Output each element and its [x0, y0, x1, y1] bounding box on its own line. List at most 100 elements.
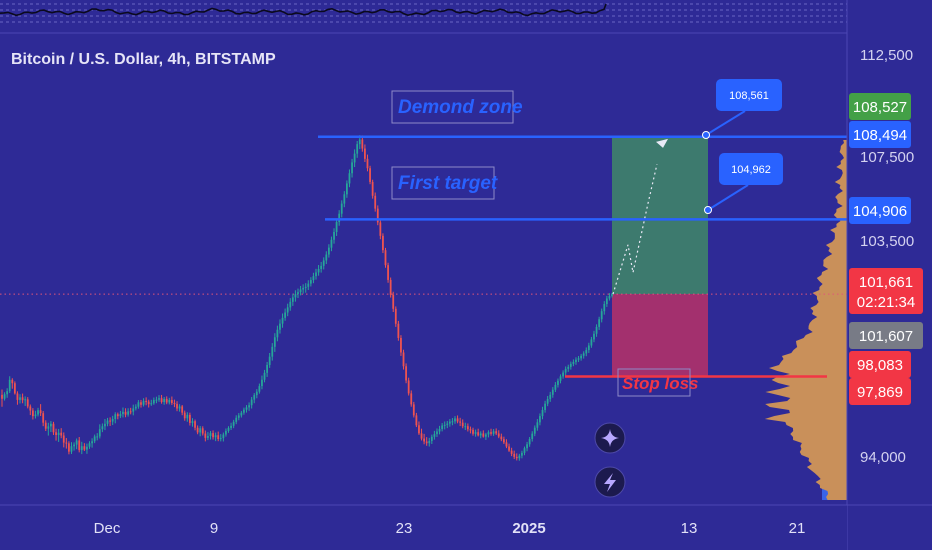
candle-body	[11, 379, 14, 384]
candle-body	[6, 391, 9, 395]
candle-body	[564, 368, 567, 373]
candle-body	[418, 425, 420, 434]
candle-body	[392, 294, 395, 309]
indicator-strip	[0, 3, 847, 23]
candle-body	[438, 429, 441, 432]
volume-profile	[764, 140, 847, 500]
price-tag-108494-text: 108,494	[853, 127, 907, 144]
candle-body	[603, 303, 606, 312]
long-position-tool[interactable]	[612, 136, 708, 377]
candle-body	[114, 414, 117, 420]
time-axis-background	[0, 505, 847, 550]
lightning-button[interactable]	[594, 466, 626, 498]
candle-body	[196, 427, 199, 433]
candle-body	[412, 404, 415, 416]
candle-body	[132, 408, 135, 412]
candle-body	[129, 411, 132, 413]
callout-lower[interactable]: 104,962	[704, 153, 784, 214]
volume-profile-histogram	[764, 140, 847, 500]
candle-body	[86, 446, 88, 450]
candle-body	[559, 376, 562, 381]
candle-body	[8, 379, 11, 392]
candle-body	[279, 323, 281, 330]
time-axis[interactable]: Dec 9 23 2025 13 21	[0, 504, 932, 550]
price-tag-98083[interactable]: 98,083	[849, 351, 911, 378]
position-profit-zone[interactable]	[612, 136, 708, 295]
candle-body	[487, 432, 490, 435]
demand-zone-label-box[interactable]: Demond zone	[391, 90, 523, 124]
candle-body	[605, 298, 608, 304]
candle-body	[52, 423, 55, 433]
price-tag-101607[interactable]: 101,607	[849, 322, 923, 349]
candle-body	[297, 292, 299, 295]
candle-body	[281, 317, 284, 324]
candle-body	[109, 420, 112, 422]
price-tag-97869-text: 97,869	[857, 384, 903, 401]
candle-body	[145, 400, 148, 402]
stop-loss-label-box[interactable]: Stop loss	[617, 368, 699, 397]
candle-body	[523, 448, 526, 453]
price-tick-94000: 94,000	[860, 449, 906, 466]
callout-lower-anchor[interactable]	[704, 206, 712, 214]
candle-body	[497, 433, 500, 437]
candle-body	[521, 452, 523, 456]
candle-body	[204, 433, 207, 438]
candle-body	[42, 413, 45, 423]
time-tick-dec: Dec	[94, 520, 121, 537]
candle-body	[327, 247, 330, 255]
sparkle-icon	[601, 429, 619, 447]
candle-body	[111, 419, 114, 422]
candle-body	[436, 431, 438, 435]
candle-body	[492, 431, 495, 434]
candle-body	[369, 168, 371, 182]
callout-upper-pointer	[705, 110, 746, 136]
price-tag-97869[interactable]: 97,869	[849, 378, 911, 405]
time-tick-23: 23	[396, 520, 413, 537]
time-tick-9: 9	[210, 520, 218, 537]
candle-body	[387, 265, 389, 280]
candle-body	[598, 319, 601, 327]
candle-body	[402, 352, 405, 367]
candle-body	[93, 436, 96, 442]
candle-body	[608, 295, 611, 299]
candle-body	[441, 425, 444, 430]
candle-body	[415, 415, 418, 426]
callout-upper-text: 108,561	[729, 90, 769, 102]
price-tick-112500: 112,500	[860, 47, 913, 64]
candle-body	[533, 427, 536, 434]
candle-body	[212, 433, 214, 438]
candle-body	[345, 183, 348, 195]
candle-body	[219, 438, 222, 440]
callout-upper-anchor[interactable]	[702, 131, 710, 139]
first-target-label-box[interactable]: First target	[391, 166, 498, 200]
candle-body	[55, 432, 57, 436]
callout-lower-box	[719, 153, 783, 185]
candle-body	[366, 158, 369, 169]
candle-body	[502, 439, 505, 443]
candle-body	[531, 433, 534, 439]
price-tag-108494[interactable]: 108,494	[849, 121, 911, 148]
callout-upper[interactable]: 108,561	[702, 79, 783, 139]
candle-body	[425, 441, 428, 444]
candle-body	[515, 456, 518, 459]
candle-body	[361, 139, 364, 149]
candle-body	[152, 400, 155, 404]
price-tick-103500: 103,500	[860, 233, 914, 250]
lightning-icon	[604, 473, 616, 492]
candle-body	[119, 414, 122, 417]
candle-body	[554, 384, 557, 390]
sparkle-button[interactable]	[594, 422, 626, 454]
candle-body	[227, 427, 230, 431]
candle-body	[353, 153, 356, 163]
price-tag-108527[interactable]: 108,527	[849, 93, 911, 120]
candle-body	[307, 283, 310, 287]
candle-body	[83, 446, 86, 450]
candle-body	[562, 372, 564, 377]
candle-body	[168, 400, 171, 403]
candle-body	[194, 421, 196, 428]
price-tag-101661[interactable]: 101,661 02:21:34	[849, 268, 923, 314]
candle-body	[500, 436, 503, 440]
price-tag-104906[interactable]: 104,906	[849, 197, 911, 224]
position-loss-zone[interactable]	[612, 294, 708, 377]
